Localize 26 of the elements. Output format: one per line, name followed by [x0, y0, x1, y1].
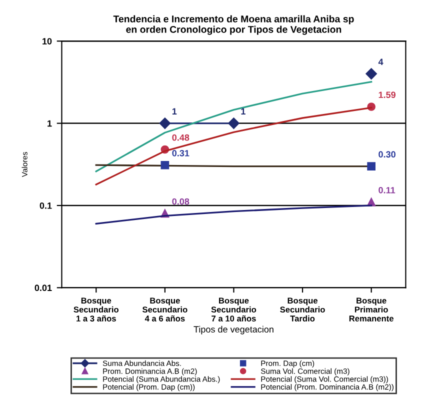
y-tick-label: 10 [42, 38, 52, 44]
x-axis-title: Tipos de vegetacion [194, 326, 274, 334]
data-label: 1 [172, 108, 177, 114]
line-series [95, 80, 372, 172]
x-tick-label: Bosque Secundario Tardio [280, 298, 325, 322]
y-tick-label: 1 [48, 120, 52, 127]
data-label: 1.59 [378, 92, 396, 98]
point [160, 160, 170, 170]
chart-title: Tendencia e Incremento de Moena amarilla Aniba sp en orden Cronologico por Tipos de Vegetacion [113, 15, 354, 35]
x-tick-label: Bosque Secundario 4 a 6 años [142, 298, 188, 322]
x-tick-label: Bosque Secundario 7 a 10 años [211, 298, 256, 322]
data-label: 0.48 [172, 134, 190, 141]
x-tick-label: Bosque Secundario 1 a 3 años [74, 298, 119, 322]
point [228, 118, 240, 129]
y-tick-label: 0.1 [40, 202, 52, 209]
point [366, 68, 377, 80]
data-label: 1 [241, 108, 246, 114]
data-label: 0.11 [378, 186, 396, 194]
point [159, 118, 171, 129]
y-tick-label: 0.01 [34, 284, 52, 292]
x-tick-label: Bosque Primario Remanente [349, 298, 394, 322]
data-label: 0.31 [172, 150, 190, 156]
point [367, 162, 376, 170]
data-label: 0.30 [378, 151, 396, 158]
data-label: 0.08 [172, 198, 190, 205]
data-label: 4 [378, 58, 384, 65]
